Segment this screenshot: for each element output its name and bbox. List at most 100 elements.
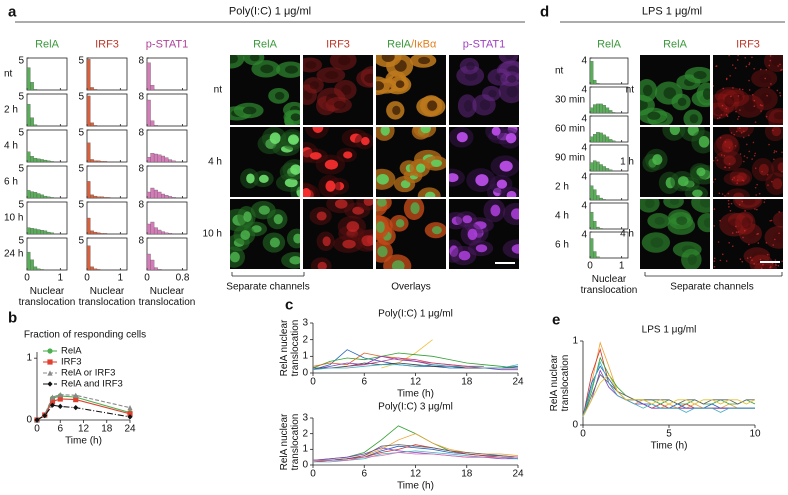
- nucleus: [652, 154, 663, 165]
- bar: [100, 196, 104, 199]
- nucleus: [751, 251, 764, 261]
- row-label: 60 min: [555, 123, 586, 135]
- speckle: [755, 194, 758, 196]
- x-tick-label: 0.8: [175, 272, 190, 284]
- speckle: [746, 156, 748, 159]
- nucleus: [377, 246, 388, 258]
- series-line: [313, 444, 519, 461]
- speckle: [769, 55, 772, 57]
- nucleus: [243, 211, 252, 223]
- bar: [150, 153, 155, 163]
- bar: [589, 61, 594, 85]
- nucleus: [511, 244, 519, 254]
- nucleus: [677, 176, 689, 187]
- speckle: [723, 154, 726, 157]
- bar: [612, 140, 616, 143]
- speckle: [730, 202, 733, 205]
- nucleus: [416, 163, 426, 173]
- speckle: [754, 186, 757, 189]
- y-tick-label: 5: [18, 127, 24, 139]
- nucleus: [467, 228, 478, 241]
- x-tick-label: 0: [580, 428, 586, 440]
- nucleus: [703, 217, 710, 228]
- cell: [697, 213, 710, 233]
- speckle: [729, 209, 732, 212]
- speckle: [738, 203, 741, 206]
- bar: [40, 230, 44, 235]
- speckle: [752, 94, 754, 96]
- speckle: [742, 236, 744, 239]
- caption: Overlays: [391, 281, 431, 293]
- y-tick-label: 4: [581, 229, 587, 241]
- y-tick-label: 5: [18, 199, 24, 211]
- y-tick-label: 4: [581, 171, 587, 183]
- speckle: [713, 208, 716, 210]
- speckle: [731, 64, 734, 66]
- legend-label: RelA: [61, 345, 82, 357]
- bar: [26, 104, 31, 127]
- bar: [33, 266, 38, 271]
- speckle: [766, 94, 768, 97]
- speckle: [781, 151, 783, 154]
- speckle: [743, 155, 746, 157]
- speckle: [765, 115, 768, 118]
- panel-label: e: [552, 311, 561, 329]
- nucleus: [650, 237, 664, 248]
- bar: [589, 238, 594, 259]
- row-label: 4 h: [208, 156, 222, 168]
- nucleus: [325, 180, 336, 192]
- bar: [100, 233, 104, 235]
- bar: [93, 125, 98, 127]
- panel-title: Poly(I:C) 1 μg/ml: [228, 5, 312, 18]
- x-tick-label: 6: [57, 423, 64, 435]
- nucleus: [363, 199, 373, 206]
- nucleus: [400, 180, 411, 189]
- y-tick-label: 8: [138, 163, 144, 175]
- nucleus: [410, 202, 420, 215]
- nucleus: [507, 75, 517, 83]
- nucleus: [663, 87, 676, 99]
- bar: [599, 228, 603, 230]
- nucleus: [230, 55, 238, 64]
- nucleus: [479, 99, 491, 111]
- x-tick-label: 24: [512, 376, 524, 388]
- bar: [93, 268, 98, 271]
- nucleus: [305, 61, 317, 69]
- plot-frame: [86, 129, 128, 163]
- speckle: [713, 257, 716, 260]
- speckle: [714, 178, 717, 181]
- speckle: [766, 253, 769, 256]
- micrograph-cells: [456, 55, 519, 118]
- bar: [171, 160, 176, 163]
- speckle: [716, 117, 719, 120]
- marker: [47, 370, 53, 376]
- cell: [772, 211, 783, 228]
- micrograph-cells: [713, 199, 783, 269]
- micrograph-cells: [309, 199, 373, 269]
- y-tick-label: 0: [26, 414, 32, 426]
- bar: [26, 151, 31, 163]
- bar: [96, 160, 101, 163]
- nucleus: [376, 221, 385, 233]
- nucleus: [269, 237, 280, 248]
- speckle: [745, 65, 748, 68]
- speckle: [741, 88, 744, 91]
- bar: [26, 67, 31, 91]
- speckle: [739, 258, 742, 260]
- speckle: [741, 200, 744, 203]
- column-header: IRF3: [736, 38, 760, 51]
- speckle: [778, 232, 780, 235]
- nucleus: [647, 111, 661, 120]
- column-header: IRF3: [326, 38, 350, 51]
- row-label: nt: [4, 68, 13, 80]
- row-label: 2 h: [555, 181, 569, 193]
- speckle: [730, 132, 733, 134]
- speckle: [721, 253, 724, 256]
- row-label: 1 h: [620, 156, 634, 168]
- speckle: [713, 266, 716, 268]
- speckle: [719, 219, 721, 222]
- x-axis-label: Time (h): [65, 435, 102, 447]
- bar: [30, 191, 34, 199]
- y-tick-label: 4: [581, 84, 587, 96]
- bar: [40, 159, 44, 163]
